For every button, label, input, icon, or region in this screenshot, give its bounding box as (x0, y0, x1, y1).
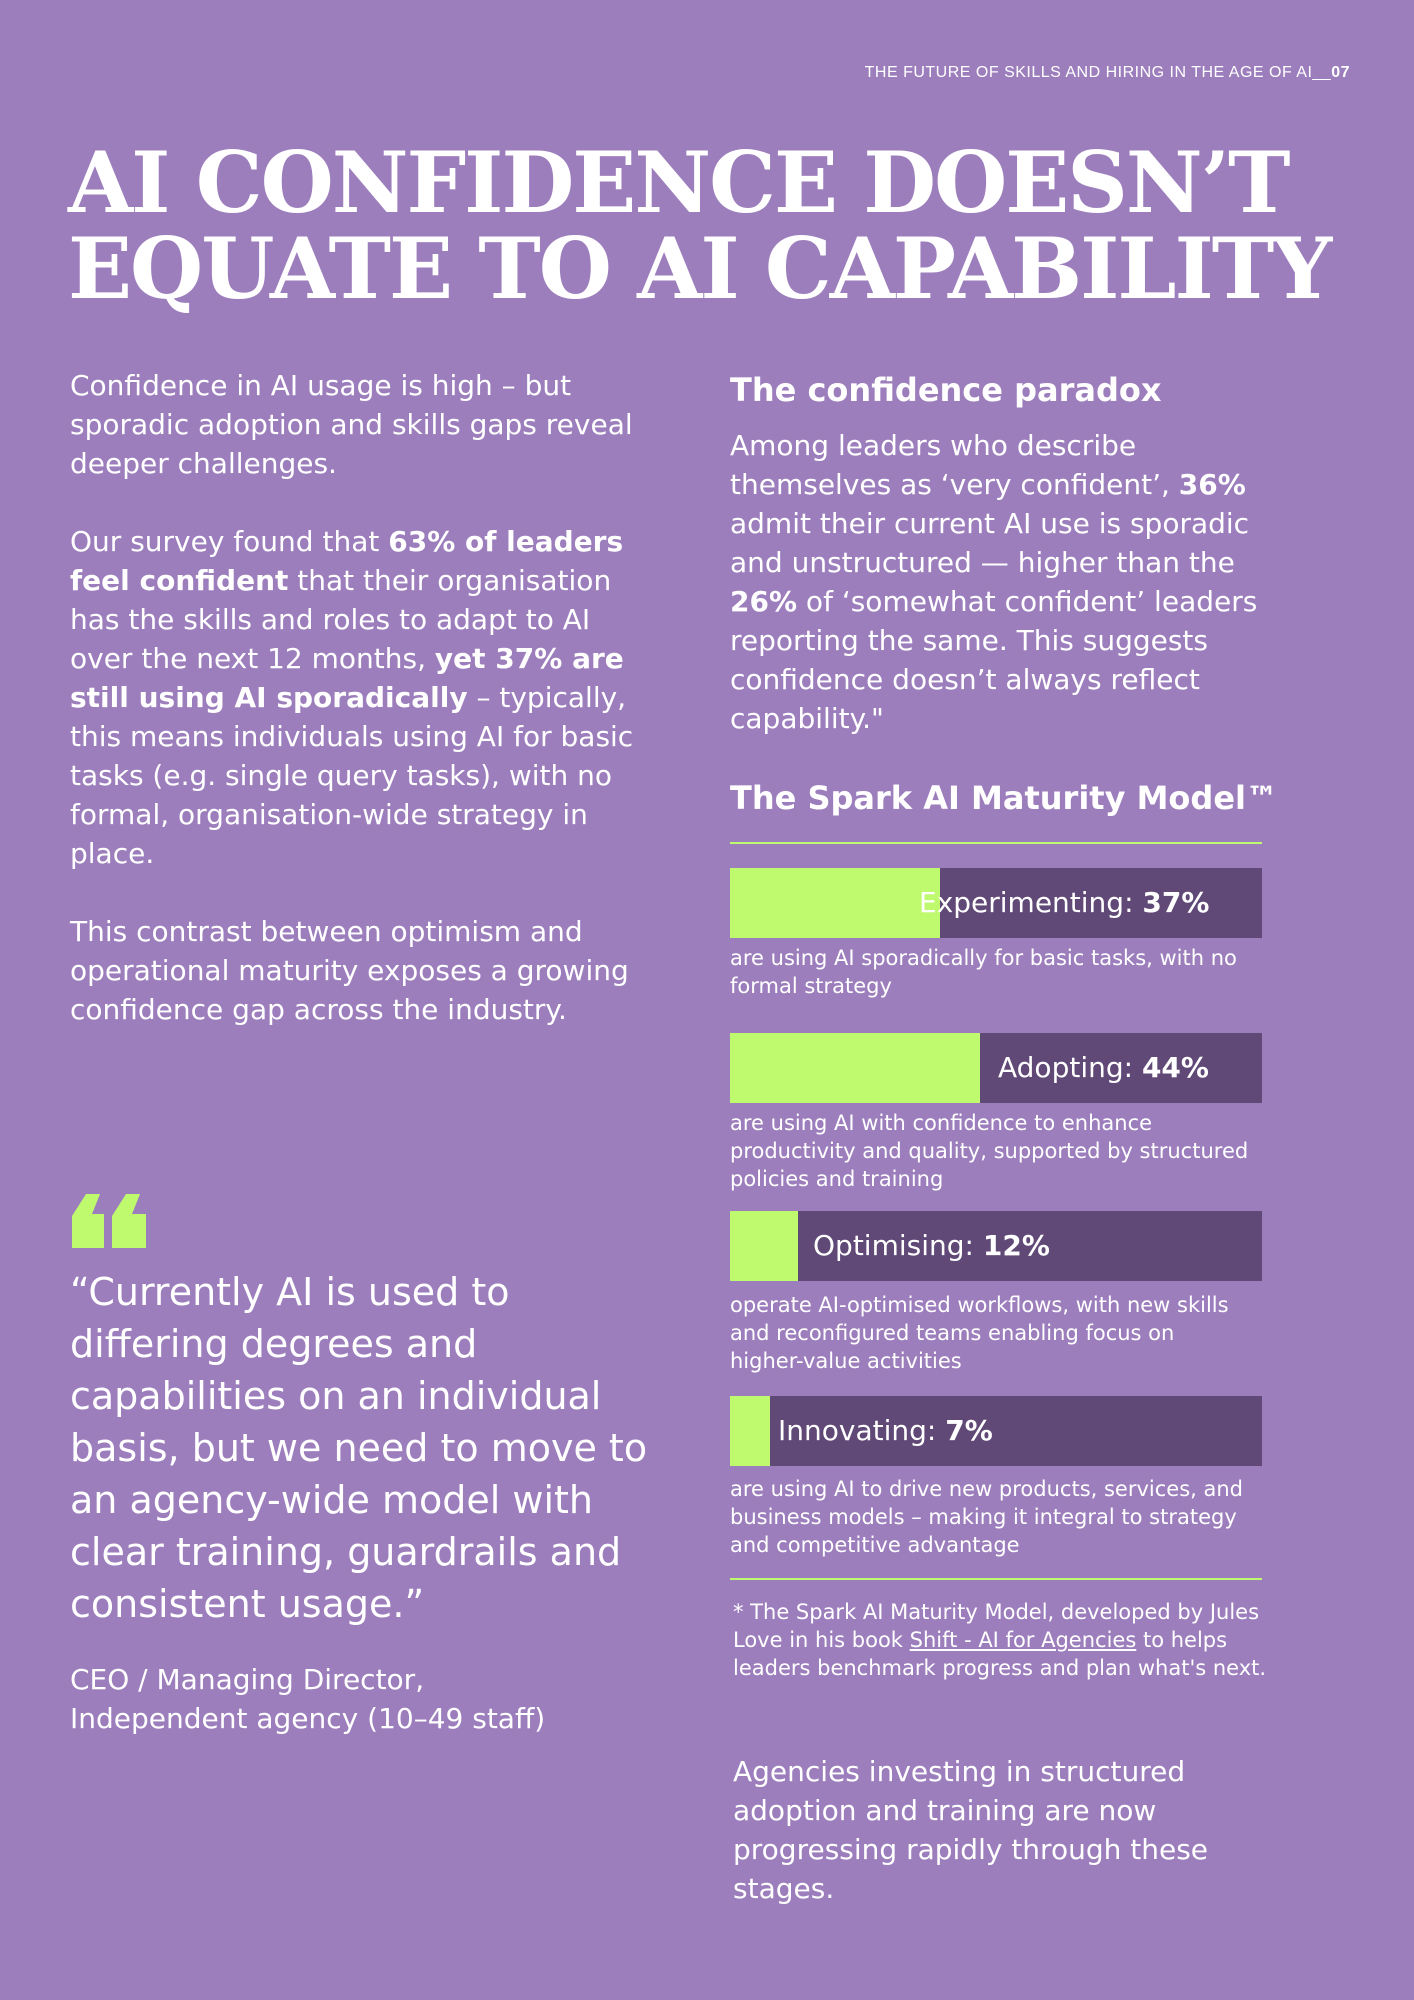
paradox-text-1: Among leaders who describe themselves as… (730, 429, 1179, 501)
stage-desc-adopting: are using AI with confidence to enhance … (730, 1111, 1249, 1191)
page-title-line-1: AI CONFIDENCE DOESN’T (68, 133, 1290, 232)
page-title: AI CONFIDENCE DOESN’T EQUATE TO AI CAPAB… (68, 140, 1348, 312)
stage-bar-optimising: Optimising: 12% (730, 1211, 1262, 1281)
paradox-heading: The confidence paradox (730, 371, 1162, 409)
stage-name: Optimising: (813, 1229, 983, 1262)
survey-text-1: Our survey found that (70, 525, 389, 558)
stage-name: Adopting: (998, 1051, 1142, 1084)
stage-fill-experimenting (730, 868, 940, 938)
stage-desc-experimenting: are using AI sporadically for basic task… (730, 946, 1237, 998)
quote-mark-icon (70, 1192, 148, 1254)
stage-bar-experimenting: Experimenting: 37% (730, 868, 1262, 938)
stage-name: Innovating: (778, 1414, 946, 1447)
survey-highlight-2: yet 37% are still using AI sporadically (70, 642, 624, 714)
paradox-text-2: admit their current AI use is sporadic a… (730, 507, 1250, 579)
paradox-paragraph: Among leaders who describe themselves as… (730, 426, 1300, 738)
bottom-divider (730, 1578, 1262, 1580)
attribution-agency: Independent agency (10–49 staff) (70, 1702, 546, 1735)
stage-desc-optimising: operate AI-optimised workflows, with new… (730, 1293, 1229, 1373)
paradox-highlight-2: 26% (730, 585, 798, 618)
stage-fill-innovating (730, 1396, 770, 1466)
stage-fill-adopting (730, 1033, 980, 1103)
top-divider (730, 842, 1262, 844)
model-footnote: * The Spark AI Maturity Model, developed… (733, 1598, 1273, 1682)
stage-bar-adopting: Adopting: 44% (730, 1033, 1262, 1103)
closing-paragraph: Agencies investing in structured adoptio… (733, 1755, 1209, 1905)
running-title: THE FUTURE OF SKILLS AND HIRING IN THE A… (864, 64, 1313, 81)
footnote-text-2: to helps leaders benchmark progress and … (733, 1628, 1267, 1680)
survey-text-3: – typically, this means individuals usin… (70, 681, 634, 870)
stage-value: 12% (982, 1229, 1050, 1262)
stage-desc-innovating: are using AI to drive new products, serv… (730, 1477, 1244, 1557)
survey-paragraph: Our survey found that 63% of leaders fee… (70, 522, 650, 873)
stage-value: 7% (945, 1414, 993, 1447)
pull-quote: “Currently AI is used to differing degre… (70, 1270, 648, 1626)
page-title-line-2: EQUATE TO AI CAPABILITY (68, 219, 1332, 318)
survey-text-2: that their organisation has the skills a… (70, 564, 612, 675)
quote-attribution: CEO / Managing Director, Independent age… (70, 1660, 670, 1738)
stage-value: 37% (1142, 886, 1210, 919)
stage-value: 44% (1141, 1051, 1209, 1084)
contrast-paragraph: This contrast between optimism and opera… (70, 915, 629, 1026)
running-header: THE FUTURE OF SKILLS AND HIRING IN THE A… (865, 64, 1350, 82)
intro-paragraph: Confidence in AI usage is high – but spo… (70, 369, 633, 480)
header-separator: __ (1312, 64, 1332, 81)
left-column: Confidence in AI usage is high – but spo… (70, 366, 650, 1068)
stage-fill-optimising (730, 1211, 798, 1281)
stage-bar-innovating: Innovating: 7% (730, 1396, 1262, 1466)
stage-label-optimising: Optimising: 12% (813, 1211, 1050, 1281)
maturity-model-heading: The Spark AI Maturity Model™ (730, 779, 1278, 817)
attribution-role: CEO / Managing Director, (70, 1663, 425, 1696)
book-link[interactable]: Shift - AI for Agencies (909, 1628, 1137, 1652)
page-number: 07 (1331, 64, 1350, 81)
paradox-section: The confidence paradox Among leaders who… (730, 370, 1310, 738)
paradox-highlight-1: 36% (1178, 468, 1246, 501)
stage-name: Experimenting: (919, 886, 1143, 919)
paradox-text-3: of ‘somewhat confident’ leaders reportin… (730, 585, 1258, 735)
stage-label-adopting: Adopting: 44% (998, 1033, 1209, 1103)
stage-label-experimenting: Experimenting: 37% (919, 868, 1209, 938)
footnote-text-1: * The Spark AI Maturity Model, developed… (733, 1600, 1260, 1652)
survey-highlight-1: 63% of leaders feel confident (70, 525, 624, 597)
stage-label-innovating: Innovating: 7% (778, 1396, 993, 1466)
